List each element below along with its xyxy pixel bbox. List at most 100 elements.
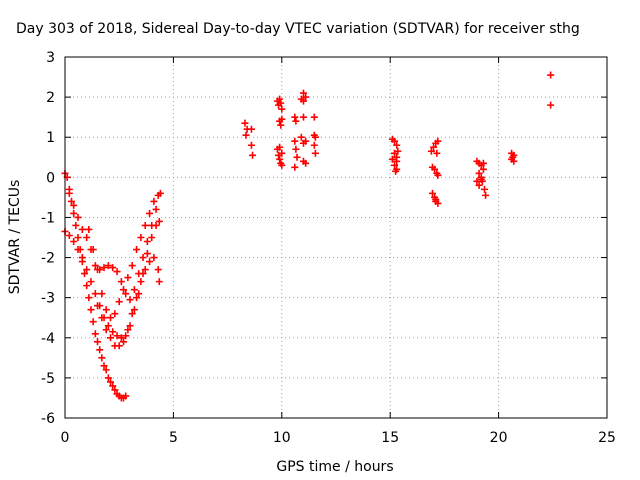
data-point (98, 354, 106, 362)
data-point (242, 131, 250, 139)
data-point (91, 330, 99, 338)
plot-frame (64, 56, 608, 419)
x-tick-label: 0 (61, 430, 70, 446)
series-cluster-10 (273, 95, 286, 169)
data-point (241, 119, 249, 127)
data-point (475, 169, 483, 177)
data-point (479, 159, 487, 167)
data-point (87, 306, 95, 314)
data-point (302, 159, 310, 167)
data-point (104, 322, 112, 330)
data-point (81, 270, 89, 278)
data-point (143, 238, 151, 246)
data-point (479, 165, 487, 173)
data-point (278, 105, 286, 113)
data-point (433, 149, 441, 157)
y-tick-label: -3 (41, 291, 55, 307)
data-point (133, 294, 141, 302)
data-point (430, 143, 438, 151)
data-point (393, 157, 401, 165)
data-point (148, 221, 156, 229)
y-tick-label: -1 (41, 210, 55, 226)
data-point (297, 133, 305, 141)
data-point (104, 374, 112, 382)
data-point (113, 268, 121, 276)
data-point (117, 334, 125, 342)
axis-ticks: 0 5 10 15 20 25 -6 -5 -4 -3 -2 -1 0 1 2 3 (41, 50, 616, 446)
data-point (109, 264, 117, 272)
data-point (154, 191, 162, 199)
data-point (126, 296, 134, 304)
series-cluster-17 (427, 137, 442, 207)
data-point (150, 197, 158, 205)
data-point (70, 201, 78, 209)
data-point (428, 189, 436, 197)
data-point (94, 266, 102, 274)
y-axis-label: SDTVAR / TECUs (7, 180, 23, 295)
data-point (277, 121, 285, 129)
data-point (104, 262, 112, 270)
data-point (547, 71, 555, 79)
data-point (107, 334, 115, 342)
data-point (133, 246, 141, 254)
data-point (130, 306, 138, 314)
data-point (143, 250, 151, 258)
data-point (302, 137, 310, 145)
data-point (65, 231, 73, 239)
data-point (96, 346, 104, 354)
data-point (475, 181, 483, 189)
data-point (72, 221, 80, 229)
data-point (83, 234, 91, 241)
data-point (150, 254, 158, 262)
series-cluster-15 (388, 135, 402, 175)
series-cluster-11 (291, 89, 319, 171)
data-point (249, 151, 257, 159)
x-tick-label: 5 (169, 430, 178, 446)
data-point (139, 254, 147, 262)
data-point (83, 266, 91, 274)
data-point (481, 185, 489, 193)
y-tick-label: 1 (46, 130, 55, 146)
data-point (432, 195, 440, 203)
data-point (126, 322, 134, 330)
data-point (87, 278, 95, 286)
data-point (276, 155, 284, 163)
data-point (276, 143, 284, 151)
data-point (102, 326, 110, 334)
y-tick-label: 2 (46, 90, 55, 106)
data-point (299, 97, 307, 105)
data-point (311, 149, 319, 157)
data-point (111, 310, 119, 318)
data-point (122, 332, 130, 340)
data-point (291, 163, 299, 171)
y-tick-label: -5 (41, 371, 55, 387)
y-tick-label: -2 (41, 251, 55, 267)
series-cluster-20 (508, 149, 518, 165)
data-point (91, 290, 99, 298)
data-point (434, 171, 442, 179)
data-point (141, 221, 149, 229)
data-point (107, 314, 115, 322)
data-point (302, 93, 310, 101)
data-point (155, 278, 163, 286)
data-point (89, 246, 97, 254)
series-track-A (61, 169, 130, 402)
data-point (124, 326, 132, 334)
data-point (508, 155, 516, 163)
x-tick-label: 10 (273, 430, 291, 446)
data-point (70, 238, 78, 246)
data-point (148, 234, 156, 241)
data-point (111, 386, 119, 394)
data-point (146, 209, 154, 217)
data-point (74, 213, 82, 221)
data-point (83, 282, 91, 290)
y-tick-label: 0 (46, 170, 55, 186)
x-tick-label: 20 (490, 430, 508, 446)
data-point (115, 298, 123, 306)
data-point (278, 115, 286, 123)
data-point (74, 246, 82, 254)
data-point (74, 234, 82, 241)
data-point (547, 101, 555, 109)
data-point (117, 278, 125, 286)
